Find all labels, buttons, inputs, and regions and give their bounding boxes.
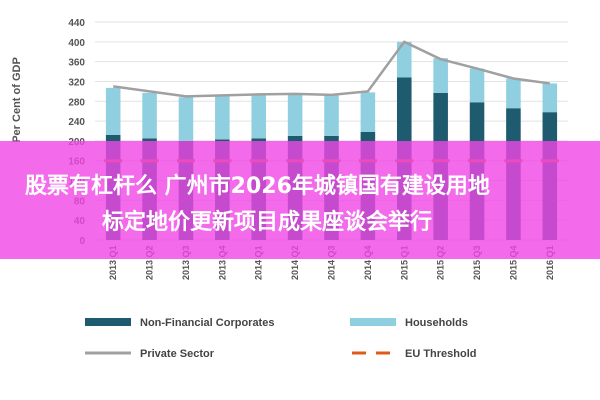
x-tick-label: 2015 Q4 <box>508 245 518 280</box>
overlay-subheadline: 标定地价更新项目成果座谈会举行 <box>102 210 433 235</box>
bar-households <box>506 78 521 109</box>
legend-label-eu-threshold: EU Threshold <box>405 348 477 360</box>
x-tick-label: 2015 Q2 <box>436 245 446 280</box>
bar-households <box>542 83 558 113</box>
y-tick-label: 280 <box>68 97 85 108</box>
bar-households <box>142 92 157 139</box>
legend-label-households: Households <box>405 317 468 329</box>
y-tick-label: 320 <box>68 77 85 88</box>
bar-households <box>105 87 121 135</box>
legend-swatch-non-financial-corporates <box>85 318 131 326</box>
x-tick-label: 2014 Q1 <box>254 245 264 280</box>
y-tick-label: 400 <box>68 38 85 49</box>
x-tick-label: 2013 Q3 <box>181 245 191 280</box>
x-tick-label: 2016 Q1 <box>545 245 555 280</box>
bar-households <box>433 58 448 93</box>
legend: Non-Financial Corporates Households Privat… <box>85 317 477 360</box>
y-tick-label: 440 <box>68 18 85 29</box>
overlay-banner <box>0 141 600 259</box>
x-tick-label: 2013 Q2 <box>145 245 155 280</box>
y-tick-label: 360 <box>68 58 85 69</box>
bar-households <box>324 95 339 136</box>
y-axis-title: Per Cent of GDP <box>11 57 23 143</box>
y-tick-label: 240 <box>68 117 85 128</box>
bar-households <box>251 94 267 139</box>
x-tick-label: 2013 Q1 <box>108 245 118 280</box>
x-tick-label: 2014 Q2 <box>290 245 300 280</box>
legend-label-private-sector: Private Sector <box>140 348 215 360</box>
x-tick-label: 2014 Q3 <box>327 245 337 280</box>
overlay-headline: 股票有杠杆么 广州市2026年城镇国有建设用地 <box>25 174 490 199</box>
x-tick-label: 2014 Q4 <box>363 245 373 280</box>
bar-households <box>178 97 194 141</box>
bar-households <box>215 94 230 140</box>
private-sector-line <box>113 40 550 98</box>
x-tick-label: 2015 Q1 <box>399 245 409 280</box>
bar-households <box>396 41 412 78</box>
bar-households <box>287 93 303 136</box>
legend-label-non-financial-corporates: Non-Financial Corporates <box>140 317 274 329</box>
legend-swatch-households <box>350 318 396 326</box>
bar-households <box>360 92 376 132</box>
x-tick-label: 2013 Q4 <box>217 245 227 280</box>
bar-households <box>469 68 485 103</box>
x-tick-label: 2015 Q3 <box>472 245 482 280</box>
